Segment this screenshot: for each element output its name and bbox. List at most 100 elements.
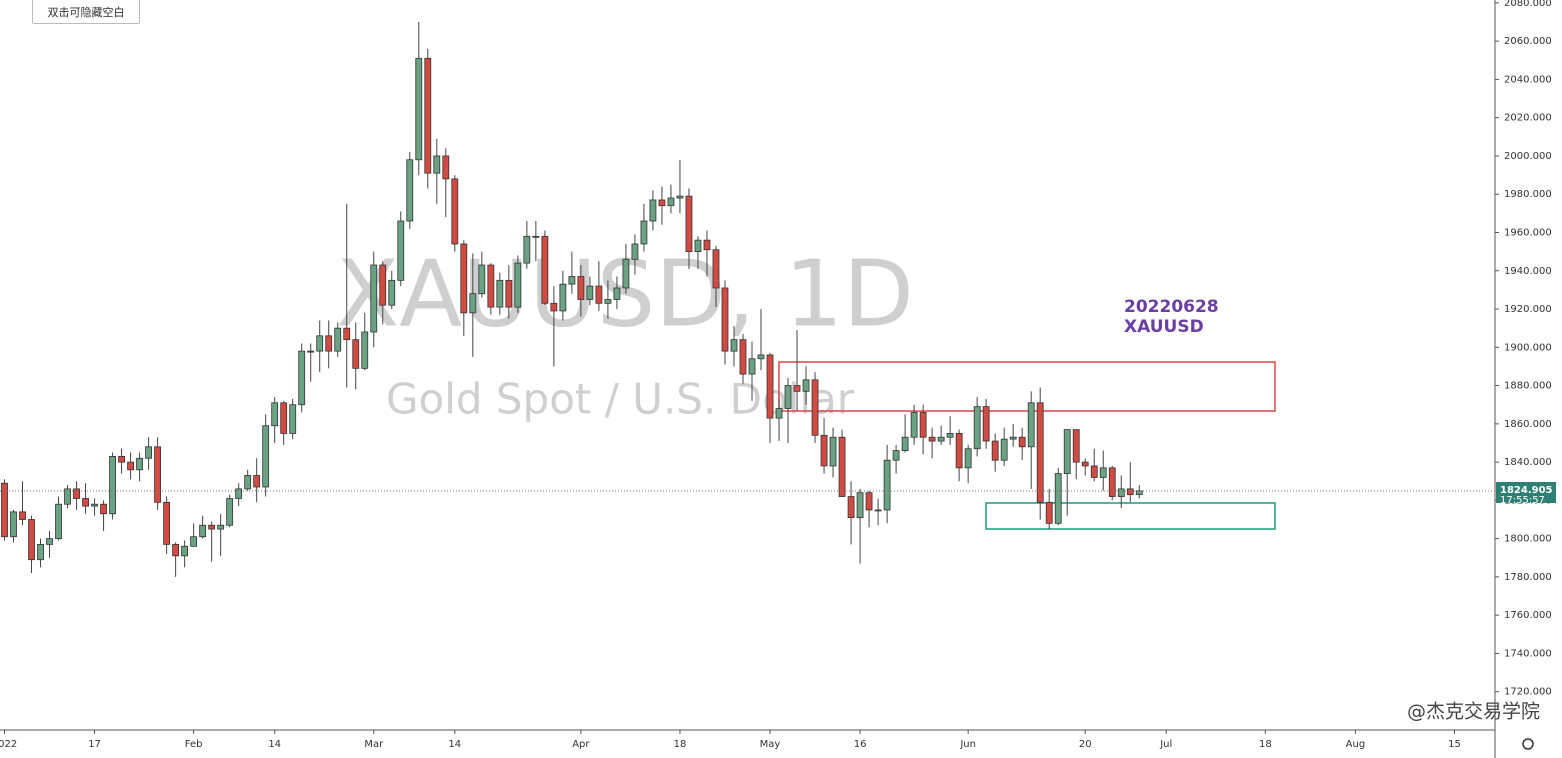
last-price-label: 1824.905 xyxy=(1500,485,1553,496)
candle-body xyxy=(685,195,693,253)
y-tick-label: 2060.000 xyxy=(1504,36,1552,47)
candle-body xyxy=(550,302,558,312)
candle-body xyxy=(955,433,963,469)
candle-body xyxy=(1036,402,1044,503)
candle-body xyxy=(253,475,261,488)
candle-body xyxy=(343,327,351,341)
x-tick-label: May xyxy=(760,739,781,750)
candle-body xyxy=(595,285,603,304)
candle-body xyxy=(154,446,162,503)
candle-body xyxy=(145,446,152,459)
candle-body xyxy=(460,243,468,314)
candle-body xyxy=(1126,488,1134,496)
candle-body xyxy=(289,404,297,434)
candle-body xyxy=(433,155,441,174)
x-tick-label: Jun xyxy=(959,739,976,750)
candle-body xyxy=(1054,473,1062,524)
candle-body xyxy=(784,385,792,409)
candle-body xyxy=(676,195,684,199)
candle-body xyxy=(928,436,936,442)
candle-body xyxy=(712,249,720,289)
chart-title: XAUUSD, 1D xyxy=(336,240,914,347)
candle-body xyxy=(307,350,315,353)
candle-body xyxy=(1108,467,1116,497)
y-tick-label: 2040.000 xyxy=(1504,74,1552,85)
candle-body xyxy=(793,385,801,392)
candle-body xyxy=(1099,467,1107,478)
candle-body xyxy=(361,331,369,369)
candle-body xyxy=(748,358,756,375)
candle-body xyxy=(496,279,504,308)
candle-body xyxy=(910,411,918,438)
support-zone xyxy=(985,502,1276,530)
candle-body xyxy=(640,220,648,245)
candle-body xyxy=(91,503,98,507)
candle-body xyxy=(208,524,216,530)
candle-body xyxy=(487,264,495,308)
candle-body xyxy=(424,57,432,174)
candle-body xyxy=(658,199,666,207)
candle-body xyxy=(667,197,675,207)
candle-body xyxy=(847,496,855,519)
candle-body xyxy=(865,492,873,511)
candle-body xyxy=(199,524,207,538)
x-tick-label: 18 xyxy=(1259,739,1272,750)
candle-body xyxy=(811,379,819,436)
candle-body xyxy=(1063,429,1071,474)
candle-body xyxy=(703,239,711,251)
candle-body xyxy=(568,276,576,285)
candle-body xyxy=(721,287,729,352)
candle-body xyxy=(946,433,954,438)
candle-body xyxy=(883,459,891,511)
annotation: 20220628 xyxy=(1124,297,1219,317)
candle-body xyxy=(172,543,180,557)
candle-body xyxy=(316,335,324,352)
candle-body xyxy=(622,258,630,289)
candle-body xyxy=(604,299,612,304)
y-tick-label: 1960.000 xyxy=(1504,227,1552,238)
candle-body xyxy=(82,498,89,507)
candle-body xyxy=(370,264,378,333)
candle-body xyxy=(127,461,134,471)
candle-body xyxy=(1090,465,1098,478)
x-tick-label: 14 xyxy=(268,739,281,750)
candle-body xyxy=(559,283,567,312)
x-tick-label: 2022 xyxy=(0,739,17,750)
hide-gap-button[interactable]: 双击可隐藏空白 xyxy=(32,0,140,24)
candle-body xyxy=(163,501,171,545)
candle-body xyxy=(1018,436,1026,448)
candle-body xyxy=(739,339,747,375)
candle-body xyxy=(1135,490,1143,496)
candle-body xyxy=(478,264,486,295)
candle-body xyxy=(730,339,738,352)
candle-body xyxy=(694,239,702,253)
y-tick-label: 1980.000 xyxy=(1504,189,1552,200)
y-tick-label: 1860.000 xyxy=(1504,419,1552,430)
y-tick-label: 1760.000 xyxy=(1504,610,1552,621)
candle-body xyxy=(451,178,459,245)
countdown-label: 17:55:57 xyxy=(1500,495,1545,506)
y-tick-label: 1920.000 xyxy=(1504,304,1552,315)
candle-body xyxy=(190,536,198,547)
candle-body xyxy=(100,503,107,515)
candle-body xyxy=(631,243,639,260)
candle-body xyxy=(820,434,828,467)
x-tick-label: 15 xyxy=(1448,739,1461,750)
resistance-zone xyxy=(778,361,1276,412)
y-tick-label: 1780.000 xyxy=(1504,572,1552,583)
candle-body xyxy=(802,379,810,392)
candle-body xyxy=(118,455,125,463)
candle-body xyxy=(325,335,333,352)
candle-body xyxy=(514,262,522,308)
candle-body xyxy=(388,279,396,306)
candle-body xyxy=(757,354,765,360)
y-tick-label: 2020.000 xyxy=(1504,113,1552,124)
y-tick-label: 1740.000 xyxy=(1504,648,1552,659)
candle-body xyxy=(73,488,80,499)
candle-body xyxy=(1000,438,1008,461)
candle-body xyxy=(829,436,837,467)
candle-body xyxy=(937,436,945,442)
candle-body xyxy=(280,402,288,434)
settings-icon[interactable] xyxy=(1522,738,1534,750)
